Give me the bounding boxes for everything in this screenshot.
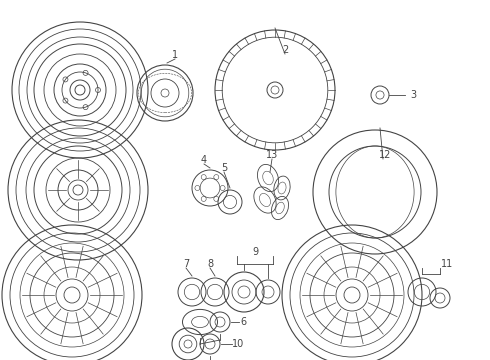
Text: 12: 12 [379,150,391,160]
Text: 7: 7 [183,259,189,269]
Text: 5: 5 [221,163,227,173]
Text: 2: 2 [282,45,288,55]
Text: 10: 10 [232,339,244,349]
Text: 3: 3 [410,90,416,100]
Text: 4: 4 [201,155,207,165]
Text: 1: 1 [172,50,178,60]
Text: 13: 13 [266,150,278,160]
Text: 9: 9 [252,247,258,257]
Text: 11: 11 [441,259,453,269]
Text: 6: 6 [240,317,246,327]
Text: 8: 8 [207,259,213,269]
